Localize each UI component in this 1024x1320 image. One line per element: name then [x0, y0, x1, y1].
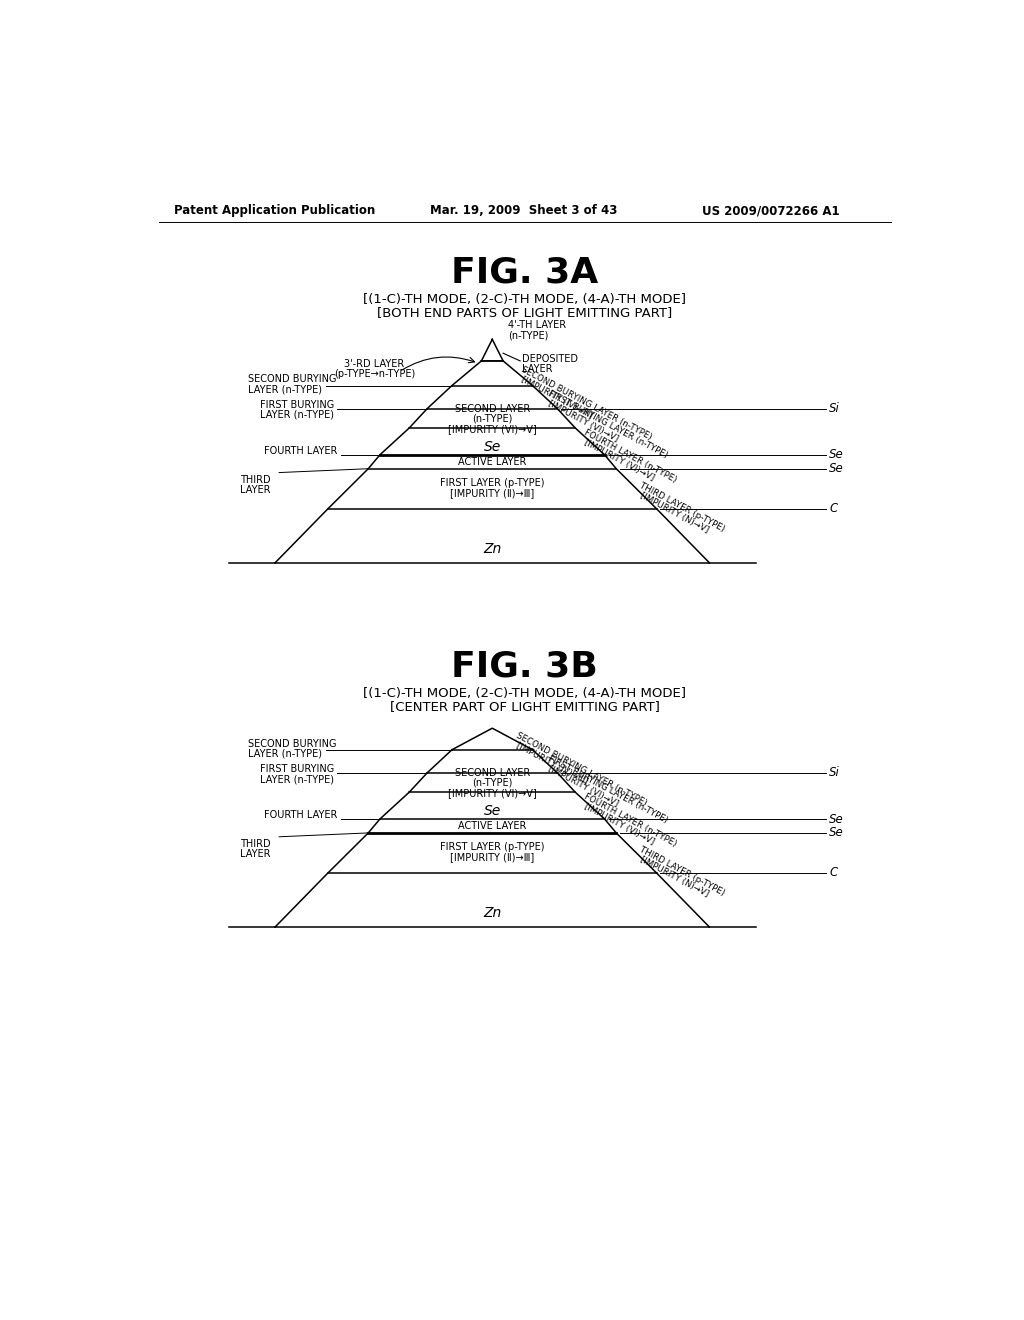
Text: [IMPURITY (VI)→V]: [IMPURITY (VI)→V] [447, 788, 537, 797]
Text: [IMPURITY (IV)→III]: [IMPURITY (IV)→III] [519, 375, 594, 421]
Text: Si: Si [829, 403, 840, 416]
Text: FIRST BURYING LAYER (n-TYPE): FIRST BURYING LAYER (n-TYPE) [547, 389, 670, 461]
Text: Se: Se [829, 813, 844, 825]
Text: [IMPURITY (VI)→V]: [IMPURITY (VI)→V] [447, 424, 537, 434]
Text: [IMPURITY (VI)→V]: [IMPURITY (VI)→V] [583, 438, 656, 482]
Text: (n-TYPE): (n-TYPE) [472, 777, 512, 788]
Text: LAYER (n-TYPE): LAYER (n-TYPE) [260, 409, 334, 420]
Text: (p-TYPE→n-TYPE): (p-TYPE→n-TYPE) [334, 370, 415, 379]
Text: SECOND BURYING LAYER (n-TYPE): SECOND BURYING LAYER (n-TYPE) [514, 731, 648, 808]
Text: FOURTH LAYER (n-TYPE): FOURTH LAYER (n-TYPE) [583, 792, 678, 849]
Text: SECOND BURYING LAYER (n-TYPE): SECOND BURYING LAYER (n-TYPE) [519, 366, 653, 442]
Text: DEPOSITED: DEPOSITED [521, 354, 578, 363]
Text: FIRST LAYER (p-TYPE): FIRST LAYER (p-TYPE) [440, 478, 545, 487]
Text: THIRD LAYER (p-TYPE): THIRD LAYER (p-TYPE) [638, 480, 726, 533]
Text: [(1-C)-TH MODE, (2-C)-TH MODE, (4-A)-TH MODE]: [(1-C)-TH MODE, (2-C)-TH MODE, (4-A)-TH … [364, 686, 686, 700]
Text: SECOND LAYER: SECOND LAYER [455, 404, 529, 413]
Text: Zn: Zn [483, 906, 502, 920]
Text: (n-TYPE): (n-TYPE) [472, 413, 512, 424]
Text: ACTIVE LAYER: ACTIVE LAYER [458, 821, 526, 832]
Text: LAYER (n-TYPE): LAYER (n-TYPE) [260, 774, 334, 784]
Text: FIRST BURYING: FIRST BURYING [260, 400, 334, 409]
Text: FIG. 3A: FIG. 3A [452, 255, 598, 289]
Text: LAYER: LAYER [521, 363, 552, 374]
Text: FOURTH LAYER: FOURTH LAYER [263, 446, 337, 455]
Text: Se: Se [829, 826, 844, 840]
Text: SECOND LAYER: SECOND LAYER [455, 768, 529, 777]
Text: Si: Si [829, 767, 840, 779]
Text: LAYER (n-TYPE): LAYER (n-TYPE) [248, 384, 323, 395]
Text: FIRST BURYING LAYER (n-TYPE): FIRST BURYING LAYER (n-TYPE) [547, 754, 670, 825]
Text: Se: Se [483, 440, 501, 454]
Text: Patent Application Publication: Patent Application Publication [174, 205, 376, 218]
Text: Se: Se [483, 804, 501, 818]
Text: [IMPURITY (IV)→III]: [IMPURITY (IV)→III] [514, 741, 589, 787]
Text: THIRD: THIRD [241, 475, 271, 486]
Text: SECOND BURYING: SECOND BURYING [248, 739, 337, 748]
Text: [BOTH END PARTS OF LIGHT EMITTING PART]: [BOTH END PARTS OF LIGHT EMITTING PART] [377, 306, 673, 319]
Text: FIRST LAYER (p-TYPE): FIRST LAYER (p-TYPE) [440, 842, 545, 851]
Text: FOURTH LAYER: FOURTH LAYER [263, 810, 337, 820]
Text: Zn: Zn [483, 541, 502, 556]
Text: [IMPURITY (N)→V]: [IMPURITY (N)→V] [638, 491, 710, 535]
Text: [IMPURITY (Ⅱ)→Ⅲ]: [IMPURITY (Ⅱ)→Ⅲ] [451, 488, 535, 499]
Text: [IMPURITY (Ⅱ)→Ⅲ]: [IMPURITY (Ⅱ)→Ⅲ] [451, 853, 535, 862]
Text: [IMPURITY (VI)→V]: [IMPURITY (VI)→V] [547, 399, 620, 444]
Text: LAYER (n-TYPE): LAYER (n-TYPE) [248, 748, 323, 759]
Text: [IMPURITY (N)→V]: [IMPURITY (N)→V] [638, 855, 710, 899]
Text: [(1-C)-TH MODE, (2-C)-TH MODE, (4-A)-TH MODE]: [(1-C)-TH MODE, (2-C)-TH MODE, (4-A)-TH … [364, 293, 686, 306]
Text: Se: Se [829, 462, 844, 475]
Text: [IMPURITY (VI)→V]: [IMPURITY (VI)→V] [547, 763, 620, 808]
Text: LAYER: LAYER [241, 850, 271, 859]
Text: [CENTER PART OF LIGHT EMITTING PART]: [CENTER PART OF LIGHT EMITTING PART] [390, 700, 659, 713]
Text: FOURTH LAYER (n-TYPE): FOURTH LAYER (n-TYPE) [583, 428, 678, 484]
Text: SECOND BURYING: SECOND BURYING [248, 375, 337, 384]
Text: 3'-RD LAYER: 3'-RD LAYER [344, 359, 404, 370]
Text: (n-TYPE): (n-TYPE) [508, 330, 548, 341]
Text: C: C [829, 866, 838, 879]
Text: FIRST BURYING: FIRST BURYING [260, 764, 334, 774]
Text: Se: Se [829, 449, 844, 462]
Text: 4'-TH LAYER: 4'-TH LAYER [508, 321, 566, 330]
Text: US 2009/0072266 A1: US 2009/0072266 A1 [701, 205, 839, 218]
Text: THIRD: THIRD [241, 840, 271, 850]
Text: FIG. 3B: FIG. 3B [452, 649, 598, 684]
Text: THIRD LAYER (p-TYPE): THIRD LAYER (p-TYPE) [638, 845, 726, 898]
Text: ACTIVE LAYER: ACTIVE LAYER [458, 457, 526, 467]
Text: C: C [829, 502, 838, 515]
Text: Mar. 19, 2009  Sheet 3 of 43: Mar. 19, 2009 Sheet 3 of 43 [430, 205, 617, 218]
Text: [IMPURITY (VI)→V]: [IMPURITY (VI)→V] [583, 803, 656, 846]
Text: LAYER: LAYER [241, 486, 271, 495]
